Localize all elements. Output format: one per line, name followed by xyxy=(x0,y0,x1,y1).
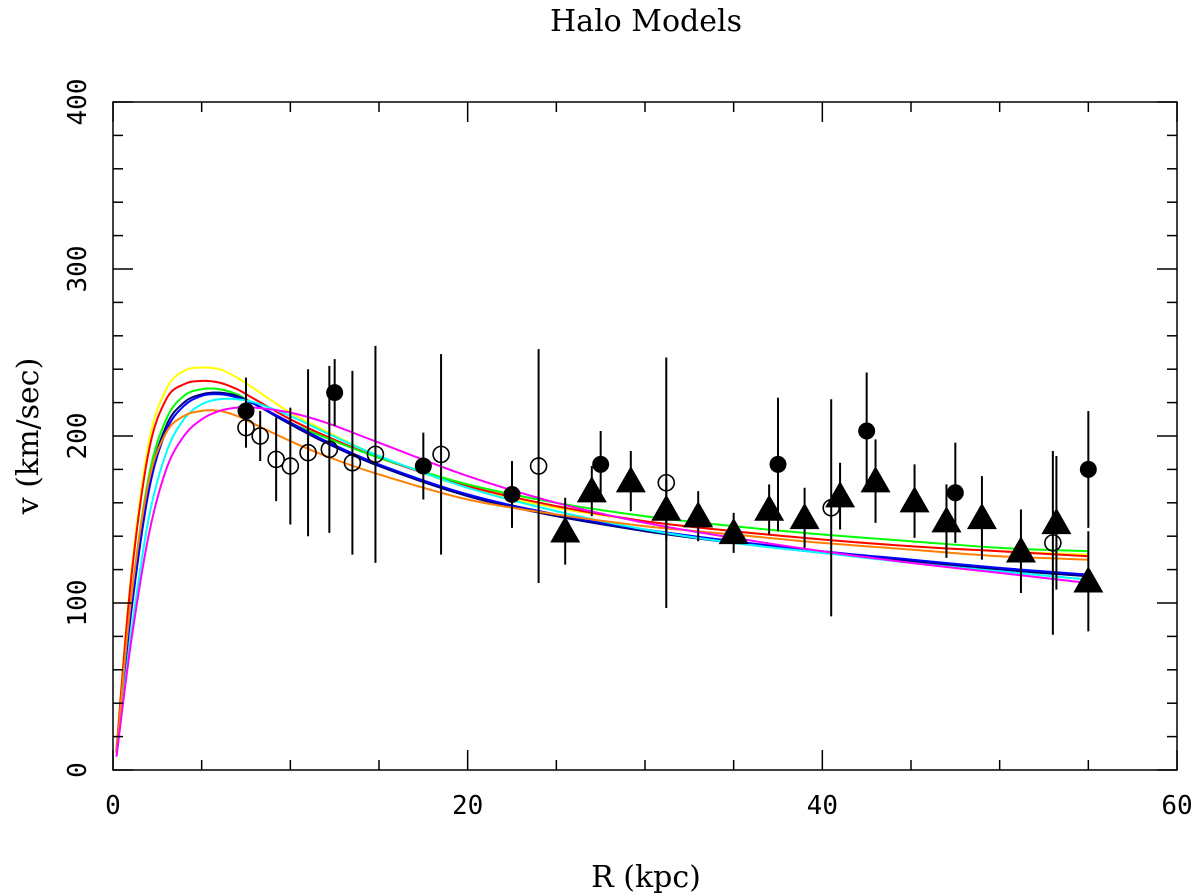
open-circle-point xyxy=(432,445,450,464)
x-tick-label: 60 xyxy=(1161,791,1192,821)
y-tick-label: 200 xyxy=(63,413,93,460)
filled-circle-point xyxy=(946,484,964,502)
tick-labels: 0 20 40 60 0 100 200 300 400 xyxy=(63,79,1193,821)
model-curve-red xyxy=(115,379,1089,751)
x-tick-label: 20 xyxy=(452,791,483,821)
chart-title: Halo Models xyxy=(550,4,742,39)
data-markers xyxy=(237,384,1104,593)
x-axis-label: R (kpc) xyxy=(591,860,701,895)
model-curve-blue xyxy=(115,393,1089,754)
x-tick-label: 40 xyxy=(807,791,838,821)
triangle-point xyxy=(683,501,714,528)
triangle-point xyxy=(860,466,891,493)
open-circle-point xyxy=(366,445,385,464)
filled-circle-point xyxy=(1079,460,1097,478)
open-circle-point xyxy=(320,440,339,459)
triangle-point xyxy=(550,516,581,543)
filled-circle-point xyxy=(592,455,610,473)
model-curve-magenta xyxy=(115,406,1089,757)
triangle-point xyxy=(1073,566,1104,593)
plot-frame xyxy=(112,101,1178,771)
open-circle-point xyxy=(267,450,285,469)
triangle-point xyxy=(825,481,856,508)
open-circle-point xyxy=(657,473,676,492)
y-tick-label: 0 xyxy=(63,762,93,778)
triangle-point xyxy=(931,506,962,533)
triangle-point xyxy=(718,517,749,545)
x-tick-label: 0 xyxy=(105,791,121,821)
open-circle-point xyxy=(1044,534,1062,552)
model-curve-cyan xyxy=(115,397,1089,757)
triangle-point xyxy=(615,466,646,493)
open-circle-point xyxy=(299,443,317,462)
triangle-point xyxy=(754,494,785,521)
triangle-point xyxy=(651,494,682,521)
triangle-point xyxy=(1041,507,1072,535)
model-curve-yellow xyxy=(115,366,1089,751)
model-curves xyxy=(115,366,1089,757)
model-curve-green xyxy=(115,387,1089,754)
y-tick-label: 400 xyxy=(63,79,93,126)
open-circle-point xyxy=(237,418,255,437)
y-tick-label: 100 xyxy=(63,580,93,627)
triangle-point xyxy=(1005,536,1036,563)
open-circle-point xyxy=(251,427,269,445)
filled-circle-point xyxy=(237,402,255,420)
triangle-point xyxy=(576,476,607,503)
open-circle-point xyxy=(281,457,300,475)
filled-circle-point xyxy=(769,455,787,473)
axis-ticks xyxy=(112,101,1178,771)
y-tick-label: 300 xyxy=(63,246,93,293)
y-axis-label: v (km/sec) xyxy=(11,358,46,516)
filled-circle-point xyxy=(326,384,344,402)
triangle-point xyxy=(789,502,820,530)
open-circle-point xyxy=(343,453,362,472)
filled-circle-point xyxy=(414,457,432,475)
filled-circle-point xyxy=(503,485,521,503)
triangle-point xyxy=(899,486,930,513)
open-circle-point xyxy=(529,457,548,475)
triangle-point xyxy=(966,502,997,530)
model-curve-navy xyxy=(115,391,1089,754)
filled-circle-point xyxy=(858,422,876,440)
